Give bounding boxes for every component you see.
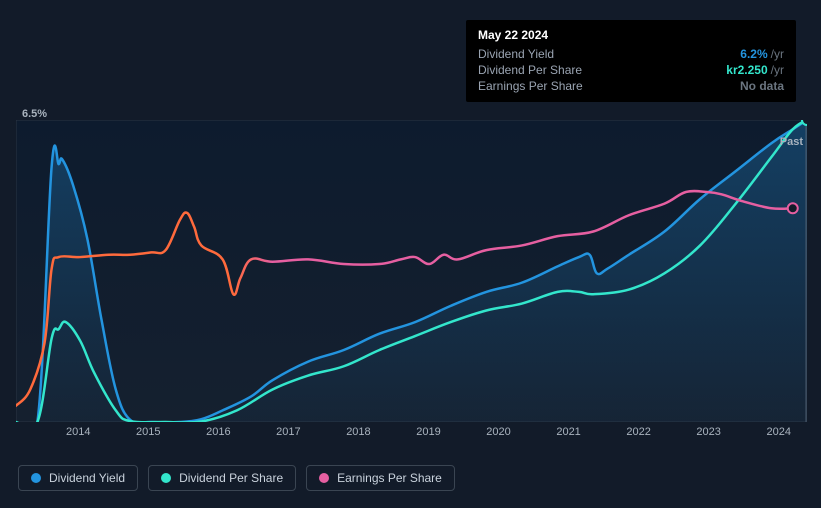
- tooltip-row: Dividend Yield 6.2%/yr: [478, 46, 784, 62]
- past-label: Past: [780, 136, 803, 148]
- x-tick: 2020: [486, 426, 510, 438]
- tooltip-row-value: No data: [740, 79, 784, 93]
- tooltip-row: Earnings Per Share No data: [478, 78, 784, 94]
- plot-area[interactable]: Past: [16, 120, 807, 422]
- x-tick: 2017: [276, 426, 300, 438]
- legend: Dividend Yield Dividend Per Share Earnings…: [18, 465, 455, 491]
- legend-item[interactable]: Dividend Per Share: [148, 465, 296, 491]
- legend-dot: [319, 473, 329, 483]
- x-tick: 2022: [626, 426, 650, 438]
- legend-dot: [161, 473, 171, 483]
- legend-item[interactable]: Dividend Yield: [18, 465, 138, 491]
- legend-label: Earnings Per Share: [337, 471, 442, 485]
- x-tick: 2016: [206, 426, 230, 438]
- x-tick: 2024: [766, 426, 790, 438]
- chart-canvas: [16, 120, 807, 422]
- x-tick: 2021: [556, 426, 580, 438]
- y-axis-top-label: 6.5%: [22, 108, 47, 120]
- tooltip-row-value: 6.2%/yr: [740, 47, 784, 61]
- x-tick: 2019: [416, 426, 440, 438]
- tooltip-row-value: kr2.250/yr: [726, 63, 784, 77]
- x-axis: 2014 2015 2016 2017 2018 2019 2020 2021 2022 2023…: [16, 426, 807, 438]
- legend-dot: [31, 473, 41, 483]
- x-tick: 2023: [696, 426, 720, 438]
- legend-item[interactable]: Earnings Per Share: [306, 465, 455, 491]
- tooltip-date: May 22 2024: [478, 28, 784, 42]
- x-tick: 2018: [346, 426, 370, 438]
- chart-tooltip: May 22 2024 Dividend Yield6.2%/yrDividen…: [466, 20, 796, 102]
- legend-label: Dividend Yield: [49, 471, 125, 485]
- tooltip-row-label: Earnings Per Share: [478, 79, 583, 93]
- tooltip-row-label: Dividend Yield: [478, 47, 554, 61]
- tooltip-row: Dividend Per Share kr2.250/yr: [478, 62, 784, 78]
- tooltip-row-label: Dividend Per Share: [478, 63, 582, 77]
- x-tick: 2014: [66, 426, 90, 438]
- chart-container: Past 20142015201620172018201920202021202…: [16, 120, 807, 422]
- legend-label: Dividend Per Share: [179, 471, 283, 485]
- x-tick: 2015: [136, 426, 160, 438]
